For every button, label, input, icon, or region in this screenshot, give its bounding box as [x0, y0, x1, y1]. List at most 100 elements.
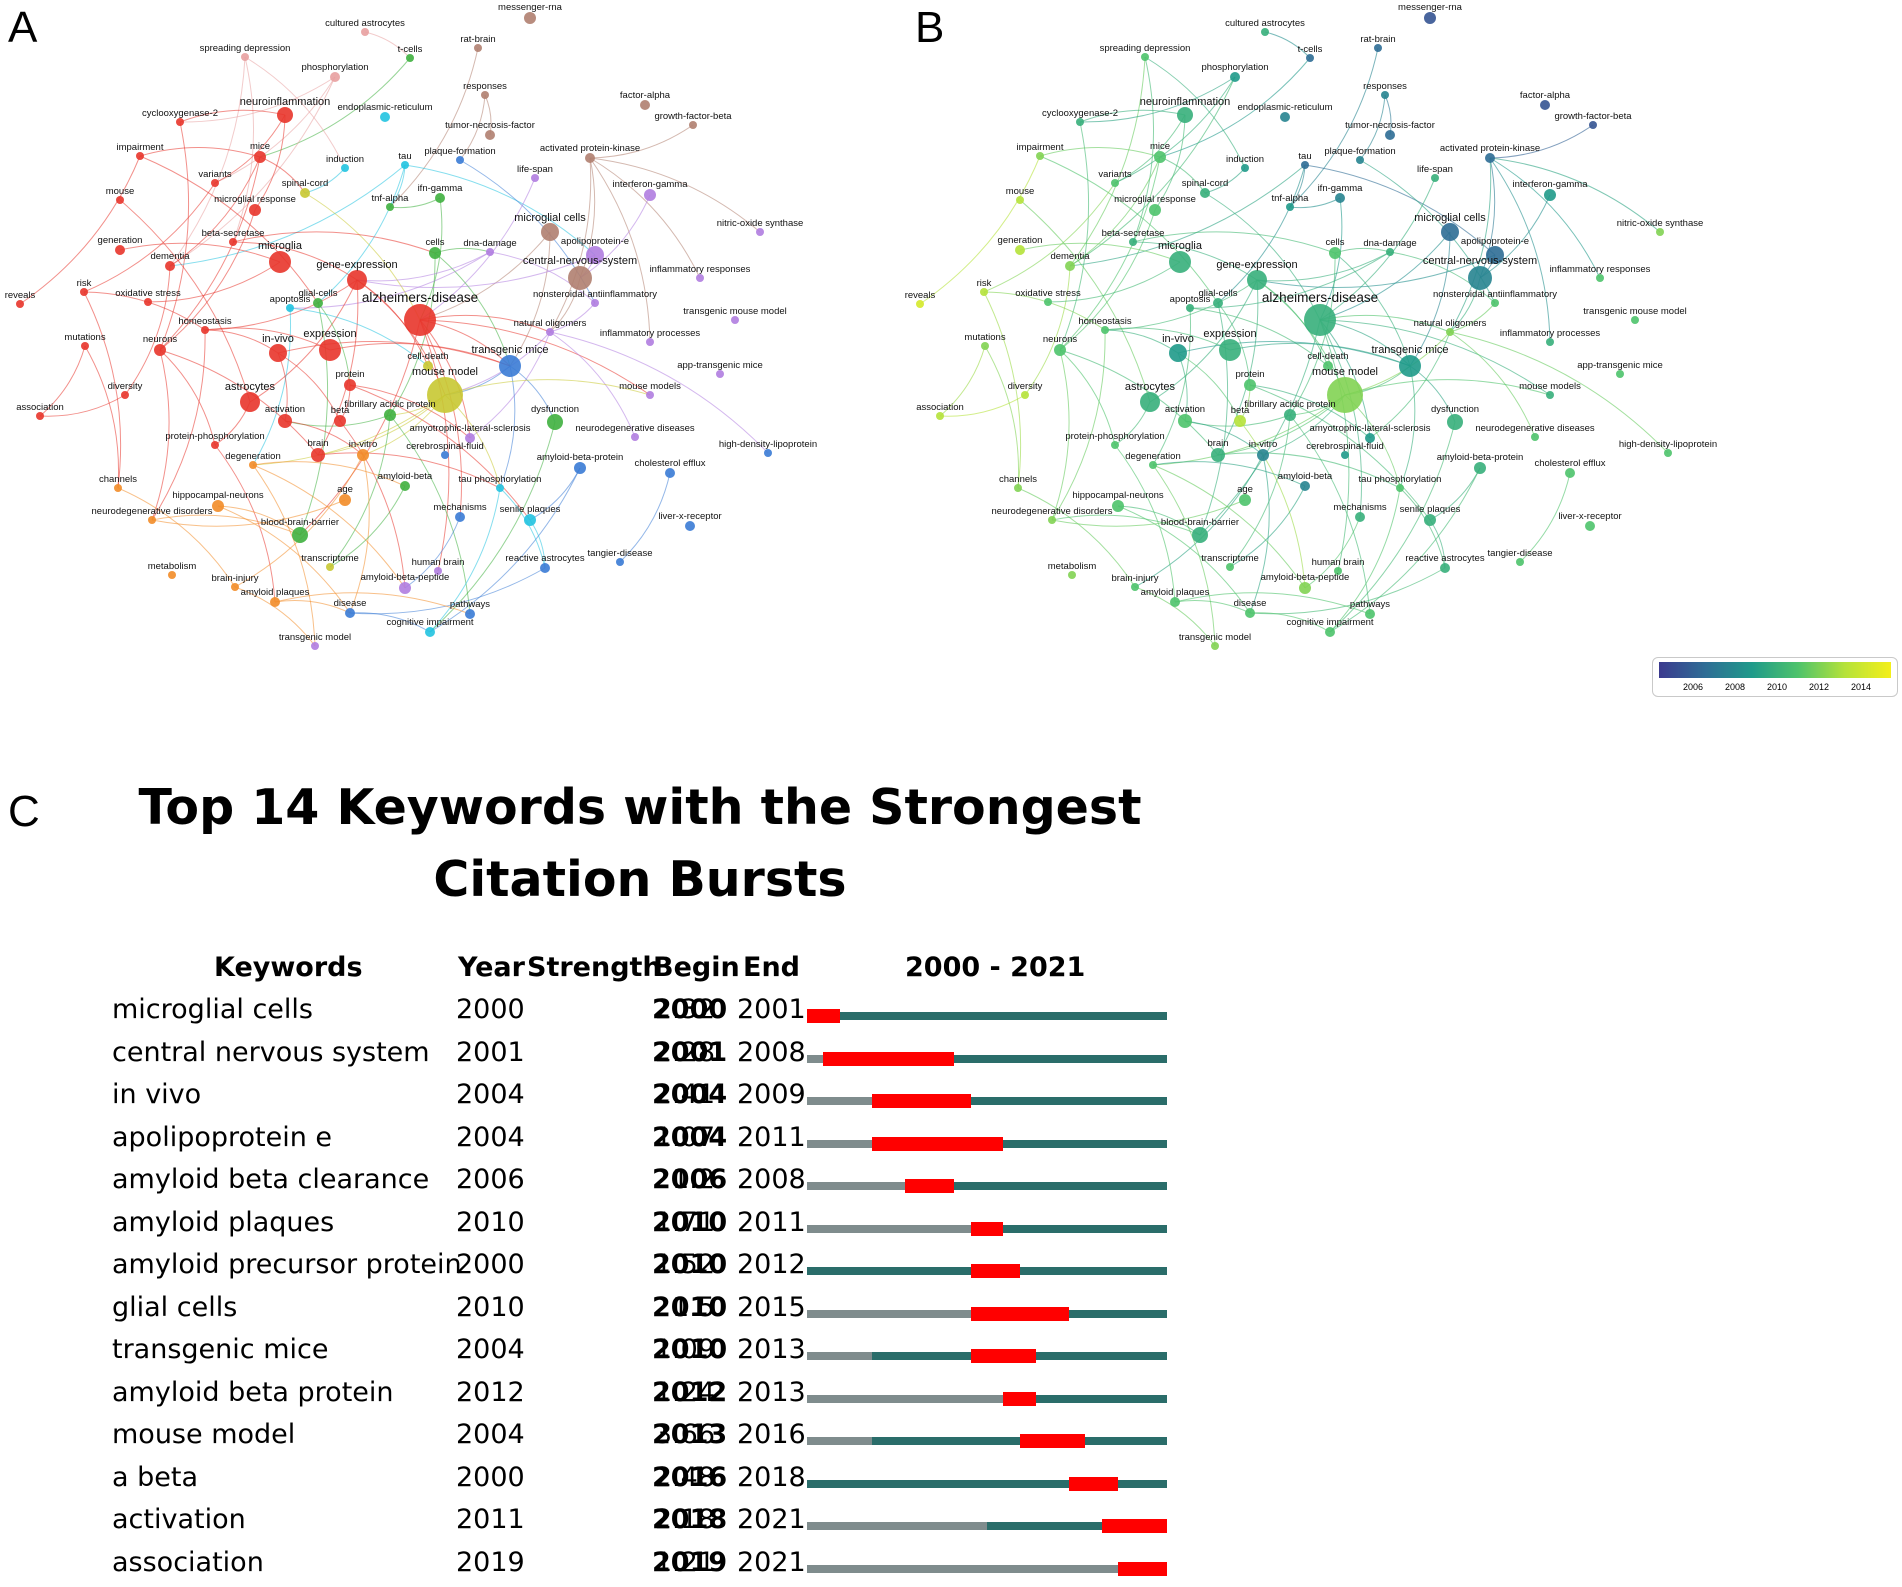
network-node — [148, 516, 156, 524]
network-node — [756, 228, 764, 236]
network-node — [1565, 468, 1575, 478]
network-edge — [1039, 155, 1219, 304]
network-node-label: glial-cells — [1198, 288, 1237, 299]
network-edge — [419, 177, 536, 321]
network-node-label: astrocytes — [1125, 381, 1176, 393]
network-node — [586, 246, 604, 264]
network-edge — [364, 31, 411, 59]
network-node-label: apoptosis — [270, 294, 311, 305]
network-edge — [1239, 420, 1306, 589]
burst-begin: 2010 — [652, 1291, 728, 1323]
network-edge — [419, 231, 551, 321]
network-node — [1186, 304, 1194, 312]
network-node — [399, 582, 411, 594]
network-node — [1213, 298, 1223, 308]
network-node — [313, 298, 323, 308]
network-node-label: mouse — [1006, 186, 1035, 197]
network-node-label: spreading depression — [200, 43, 291, 54]
network-edge — [1079, 109, 1186, 123]
network-node-label: growth-factor-beta — [1554, 111, 1632, 122]
network-node — [1631, 316, 1639, 324]
network-node-label: neurodegenerative disorders — [992, 506, 1113, 517]
network-edge — [83, 291, 122, 489]
burst-end: 2013 — [737, 1376, 806, 1408]
network-edge — [299, 319, 421, 536]
timeline-burst-segment — [970, 1349, 1037, 1363]
network-node-label: protein — [335, 369, 364, 380]
network-edge — [1289, 414, 1371, 615]
network-node-label: hippocampal-neurons — [1072, 490, 1164, 501]
network-node-label: cerebrospinal-fluid — [1306, 441, 1384, 452]
network-edge — [252, 461, 406, 487]
network-edge — [1149, 279, 1258, 403]
network-edge — [284, 420, 364, 456]
burst-year: 2000 — [456, 1461, 525, 1493]
network-node — [1329, 247, 1341, 259]
network-node-label: mechanisms — [1333, 502, 1387, 513]
network-edge — [1249, 454, 1270, 614]
network-node — [269, 344, 287, 362]
network-node-label: mouse models — [1519, 381, 1581, 392]
network-edge — [1489, 157, 1551, 343]
network-node-label: plaque-formation — [424, 146, 495, 157]
network-node — [547, 414, 563, 430]
network-edge — [19, 155, 141, 305]
network-edge — [1132, 56, 1154, 243]
network-node — [441, 451, 449, 459]
timeline-inactive-segment — [807, 1097, 873, 1105]
network-edge — [1389, 251, 1496, 304]
timeline-burst-segment — [970, 1306, 1069, 1321]
network-node-label: oxidative stress — [115, 288, 181, 299]
network-edge — [1019, 199, 1151, 403]
network-node-label: tumor-necrosis-factor — [445, 120, 535, 131]
network-node — [1261, 28, 1269, 36]
burst-begin: 2012 — [652, 1376, 728, 1408]
network-node — [1304, 304, 1336, 336]
burst-end: 2012 — [737, 1249, 806, 1280]
network-node-label: phosphorylation — [1201, 62, 1268, 73]
network-node — [240, 392, 260, 412]
network-node-label: neurodegenerative disorders — [92, 506, 213, 517]
burst-year: 2004 — [456, 1079, 525, 1110]
network-node — [326, 563, 334, 571]
network-node — [1016, 196, 1024, 204]
network-node-label: degeneration — [225, 451, 280, 462]
network-node-label: human brain — [1312, 557, 1365, 568]
burst-timeline — [807, 1179, 1167, 1193]
network-edge — [1249, 612, 1331, 633]
network-edge — [1344, 331, 1451, 396]
year-colorbar: 2006 2008 2010 2012 2014 — [1652, 657, 1898, 697]
network-edge — [217, 505, 301, 536]
network-node-label: gene-expression — [1216, 259, 1297, 271]
network-edge — [39, 394, 126, 417]
network-node-label: tnf-alpha — [372, 193, 410, 204]
network-node-label: growth-factor-beta — [654, 111, 732, 122]
network-edge — [1144, 56, 1246, 169]
network-edge — [1059, 209, 1156, 351]
network-edge — [356, 254, 596, 289]
network-edge — [1319, 319, 1362, 518]
network-node-label: transcriptome — [301, 553, 359, 564]
network-node — [286, 304, 294, 312]
burst-row: central nervous system 2001 2.28 2001 2008 — [0, 1035, 1200, 1077]
network-edge — [1217, 452, 1401, 489]
network-edge — [1134, 454, 1264, 588]
timeline-burst-segment — [1068, 1476, 1118, 1491]
network-node — [384, 409, 396, 421]
network-node — [425, 627, 435, 637]
burst-timeline — [807, 1051, 1167, 1066]
network-node — [574, 462, 586, 474]
network-node-label: risk — [977, 278, 992, 289]
network-edge — [1069, 76, 1236, 267]
network-edge — [169, 164, 406, 267]
network-edge — [317, 164, 406, 304]
network-edge — [1399, 365, 1416, 489]
network-node — [1112, 500, 1124, 512]
network-node — [1048, 516, 1056, 524]
network-edge — [1217, 302, 1251, 386]
network-node — [404, 304, 436, 336]
network-node-label: neurons — [1043, 334, 1078, 345]
network-node — [1424, 514, 1436, 526]
network-edge — [1104, 279, 1258, 331]
network-node-label: blood-brain-barrier — [261, 517, 339, 528]
